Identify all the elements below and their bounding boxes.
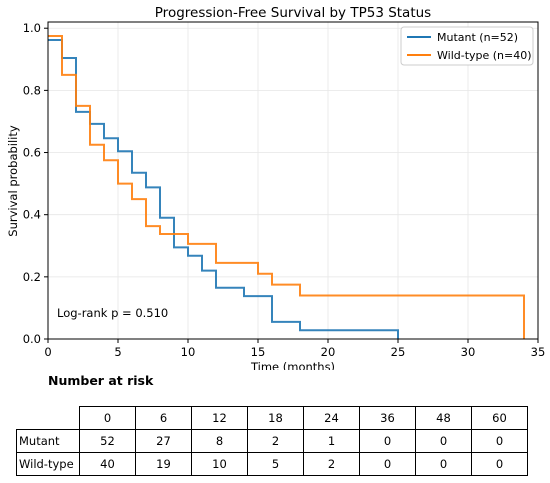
risk-count: 52 — [79, 429, 136, 453]
x-tick-label: 0 — [44, 345, 51, 359]
risk-count: 40 — [79, 452, 136, 476]
risk-count: 5 — [247, 452, 304, 476]
risk-row-label: Mutant — [16, 429, 80, 453]
risk-count: 8 — [191, 429, 248, 453]
risk-table-corner — [17, 407, 80, 430]
legend-label-mutant: Mutant (n=52) — [437, 31, 518, 44]
risk-table-header-row: 0 6 12 18 24 36 48 60 — [17, 406, 528, 430]
survival-curve-mutant — [48, 39, 399, 339]
risk-time: 48 — [415, 406, 472, 430]
y-tick-label: 0.6 — [23, 146, 41, 160]
chart-title: Progression-Free Survival by TP53 Status — [155, 5, 431, 21]
risk-table: 0 6 12 18 24 36 48 60 Mutant 52 27 8 2 1… — [16, 406, 528, 476]
risk-count: 0 — [415, 429, 472, 453]
legend: Mutant (n=52) Wild-type (n=40) — [400, 26, 534, 66]
y-tick-label: 0.8 — [23, 83, 41, 97]
legend-label-wildtype: Wild-type (n=40) — [437, 49, 532, 62]
x-axis-label: Time (months) — [250, 360, 335, 370]
survival-curve-wildtype — [48, 34, 525, 339]
risk-count: 0 — [359, 452, 416, 476]
logrank-annotation: Log-rank p = 0.510 — [57, 306, 168, 320]
y-tick-label: 0.0 — [23, 332, 41, 346]
risk-time: 24 — [303, 406, 360, 430]
risk-time: 36 — [359, 406, 416, 430]
risk-count: 2 — [303, 452, 360, 476]
risk-time: 6 — [135, 406, 192, 430]
x-tick-label: 25 — [391, 345, 406, 359]
risk-count: 2 — [247, 429, 304, 453]
x-axis-ticks: 0 5 10 15 20 25 30 35 — [44, 339, 545, 359]
risk-count: 10 — [191, 452, 248, 476]
risk-table-row-mutant: Mutant 52 27 8 2 1 0 0 0 — [16, 429, 528, 453]
risk-count: 19 — [135, 452, 192, 476]
risk-time: 18 — [247, 406, 304, 430]
x-tick-label: 30 — [461, 345, 476, 359]
x-tick-label: 15 — [251, 345, 266, 359]
risk-table-row-wildtype: Wild-type 40 19 10 5 2 0 0 0 — [16, 452, 528, 476]
y-tick-label: 0.4 — [23, 208, 41, 222]
y-axis-label: Survival probability — [6, 125, 20, 237]
legend-box — [400, 26, 534, 66]
risk-count: 0 — [471, 452, 528, 476]
survival-curves — [48, 34, 525, 339]
plot-frame — [47, 21, 539, 340]
y-tick-label: 1.0 — [23, 21, 41, 35]
risk-table-title: Number at risk — [48, 373, 154, 388]
risk-time: 60 — [471, 406, 528, 430]
risk-count: 0 — [471, 429, 528, 453]
grid-lines — [47, 22, 539, 340]
x-tick-label: 20 — [321, 345, 336, 359]
risk-time: 0 — [79, 406, 136, 430]
risk-count: 27 — [135, 429, 192, 453]
risk-count: 0 — [415, 452, 472, 476]
risk-time: 12 — [191, 406, 248, 430]
km-chart: Progression-Free Survival by TP53 Status… — [6, 5, 545, 370]
y-axis-ticks: 0.0 0.2 0.4 0.6 0.8 1.0 — [23, 21, 48, 346]
x-tick-label: 5 — [114, 345, 121, 359]
y-tick-label: 0.2 — [23, 270, 41, 284]
x-tick-label: 10 — [181, 345, 196, 359]
risk-row-label: Wild-type — [16, 452, 80, 476]
risk-count: 0 — [359, 429, 416, 453]
risk-count: 1 — [303, 429, 360, 453]
x-tick-label: 35 — [531, 345, 546, 359]
